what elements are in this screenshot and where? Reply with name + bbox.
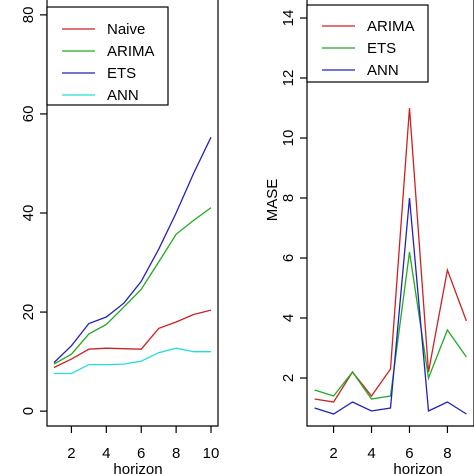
legend-label: Naive: [107, 21, 145, 38]
y-tick-label: 6: [280, 254, 297, 262]
x-axis-title: horizon: [393, 461, 442, 474]
x-axis-title: horizon: [113, 461, 162, 474]
y-tick-label: 80: [20, 7, 37, 24]
series-line-naive: [53, 309, 212, 369]
x-tick-label: 2: [67, 445, 75, 462]
y-tick-label: 20: [20, 304, 37, 321]
y-tick-label: 0: [20, 407, 37, 415]
x-tick-label: 6: [137, 445, 145, 462]
series-line-arima: [314, 107, 468, 403]
series-line-ets: [53, 136, 212, 364]
left-chart-panel: 0 20 40 60 80 2 4 6 8 10 horizon Naive ARIMA ETS ANN: [20, 0, 219, 474]
legend-label: ARIMA: [367, 18, 415, 35]
y-tick-label: 40: [20, 205, 37, 222]
y-tick-label: 14: [280, 10, 297, 27]
series-line-arima: [53, 207, 212, 365]
legend-box: [306, 4, 429, 83]
series-line-ann: [314, 197, 467, 415]
legend-box: [46, 6, 169, 106]
y-tick-label: 2: [280, 374, 297, 382]
x-tick-label: 4: [102, 445, 110, 462]
y-tick-label: 4: [280, 314, 297, 322]
x-tick-label: 8: [172, 445, 180, 462]
y-tick-label: 8: [280, 194, 297, 202]
legend-label: ETS: [107, 65, 136, 82]
x-tick-label: 4: [367, 445, 375, 462]
y-axis-title: MASE: [264, 179, 281, 222]
legend-label: ETS: [367, 40, 396, 57]
x-tick-label: 6: [405, 445, 413, 462]
legend-label: ANN: [367, 62, 399, 79]
plot-frame: [306, 0, 474, 427]
x-tick-label: 10: [203, 445, 220, 462]
series-line-ets: [314, 251, 467, 400]
x-tick-label: 2: [329, 445, 337, 462]
y-tick-label: 60: [20, 106, 37, 123]
legend-label: ANN: [107, 87, 139, 104]
legend-label: ARIMA: [107, 43, 155, 60]
y-tick-label: 12: [280, 70, 297, 87]
x-tick-label: 8: [443, 445, 451, 462]
y-tick-label: 10: [280, 130, 297, 147]
series-line-ann: [54, 347, 211, 375]
